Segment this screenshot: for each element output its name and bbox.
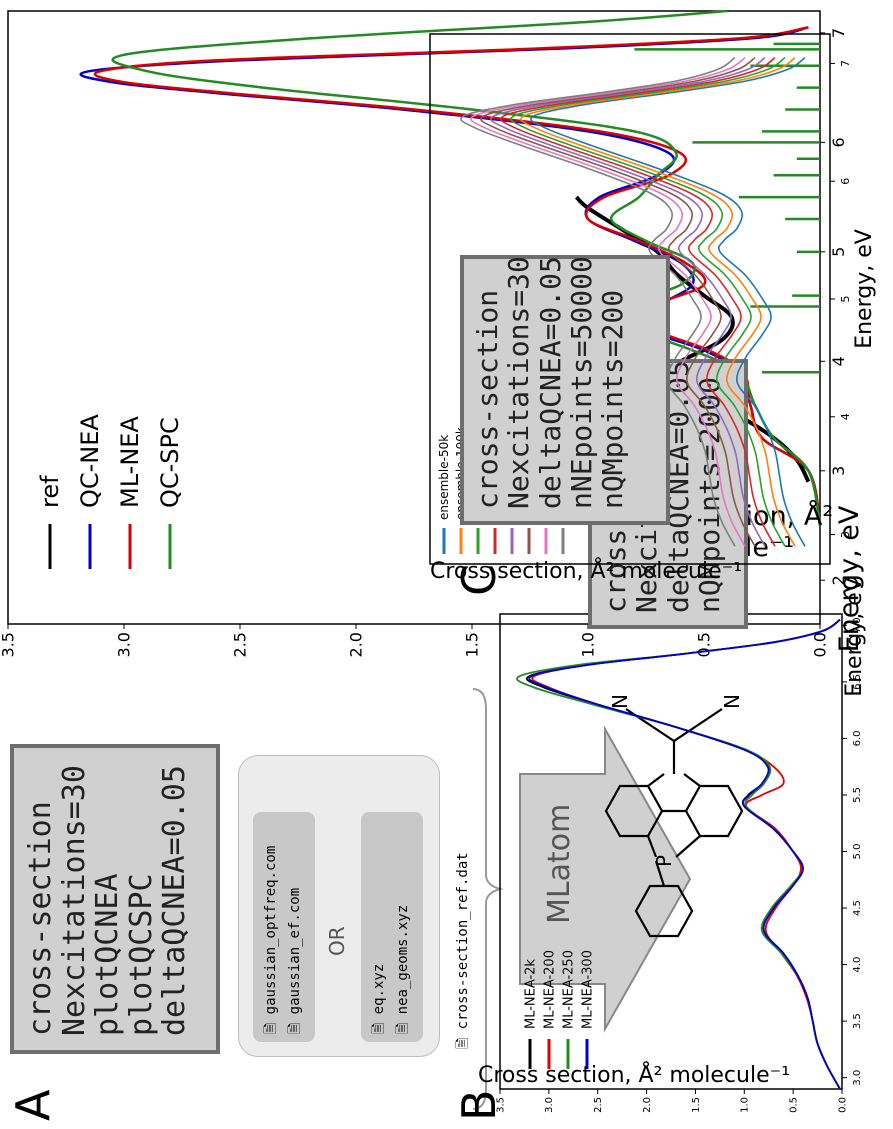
- x-tick-label: 4.0: [852, 957, 863, 973]
- series-line: [528, 618, 841, 1090]
- x-tick-label: 6: [839, 178, 852, 185]
- series-line: [574, 195, 811, 483]
- x-tick-label: 7: [829, 28, 848, 38]
- input-line: nNEpoints=50000: [565, 256, 599, 509]
- panel-c-input-box: cross-section Nexcitations=30 deltaQCNEA…: [460, 255, 670, 525]
- x-tick-label: 3.0: [852, 1070, 863, 1086]
- x-tick-label: 5: [829, 247, 848, 257]
- x-tick-label: 6.0: [852, 730, 863, 746]
- series-line: [510, 56, 786, 547]
- legend-label: ref: [36, 475, 64, 508]
- x-tick-label: 3.5: [852, 1013, 863, 1029]
- y-tick-label: 2.5: [230, 632, 249, 657]
- legend-label: ML-NEA: [116, 416, 144, 508]
- legend-label: ML-NEA-300: [580, 950, 595, 1029]
- legend-label: ML-NEA-2k: [523, 959, 538, 1029]
- y-tick-label: 3.0: [544, 1097, 555, 1113]
- chart-br-xlabel: Energy, eV: [852, 229, 877, 349]
- y-tick-label: 3.5: [0, 632, 17, 657]
- y-tick-label: 0.0: [810, 632, 829, 657]
- y-tick-label: 2.0: [346, 632, 365, 657]
- y-tick-label: 0.5: [788, 1097, 799, 1113]
- plot-frame: [7, 10, 821, 625]
- chart-br-ylabel: Cross section, Å² molecule⁻¹: [430, 559, 743, 584]
- legend-label: ML-NEA-200: [542, 950, 557, 1029]
- x-tick-label: 3: [839, 531, 852, 538]
- y-tick-label: 3.0: [114, 632, 133, 657]
- series-line: [530, 56, 806, 547]
- input-line: Nexcitations=30: [502, 256, 536, 509]
- x-tick-label: 2: [829, 575, 848, 585]
- y-tick-label: 2.0: [642, 1097, 653, 1113]
- y-tick-label: 1.5: [691, 1097, 702, 1113]
- series-line: [480, 56, 756, 547]
- x-tick-label: 4: [829, 356, 848, 366]
- input-line: deltaQCNEA=0.05: [533, 256, 567, 509]
- series-line: [490, 56, 766, 547]
- x-tick-label: 7.0: [852, 617, 863, 633]
- series-line: [520, 56, 796, 547]
- y-tick-label: 1.0: [740, 1097, 751, 1113]
- x-tick-label: 5.5: [852, 787, 863, 803]
- y-tick-label: 3.5: [495, 1097, 506, 1113]
- x-tick-label: 6: [829, 137, 848, 147]
- input-line: cross-section: [471, 289, 504, 509]
- x-tick-label: 4.5: [852, 900, 863, 916]
- x-tick-label: 5: [839, 296, 852, 303]
- legend-label: QC-NEA: [76, 414, 104, 508]
- input-line: nQMpoints=200: [596, 289, 630, 509]
- x-tick-label: 7: [839, 60, 852, 67]
- legend-label: QC-SPC: [156, 417, 184, 508]
- legend-label: ensemble-50k: [437, 435, 451, 520]
- x-tick-label: 5.0: [852, 844, 863, 860]
- series-line: [500, 56, 776, 547]
- x-tick-label: 3: [829, 466, 848, 476]
- x-tick-label: 4: [839, 413, 852, 420]
- y-tick-label: 0.0: [837, 1097, 848, 1113]
- series-line: [460, 56, 736, 547]
- series-line: [470, 56, 746, 547]
- y-tick-label: 1.5: [462, 632, 481, 657]
- y-tick-label: 1.0: [578, 632, 597, 657]
- y-tick-label: 2.5: [593, 1097, 604, 1113]
- x-tick-label: 6.5: [852, 674, 863, 690]
- legend-label: ML-NEA-250: [561, 950, 576, 1029]
